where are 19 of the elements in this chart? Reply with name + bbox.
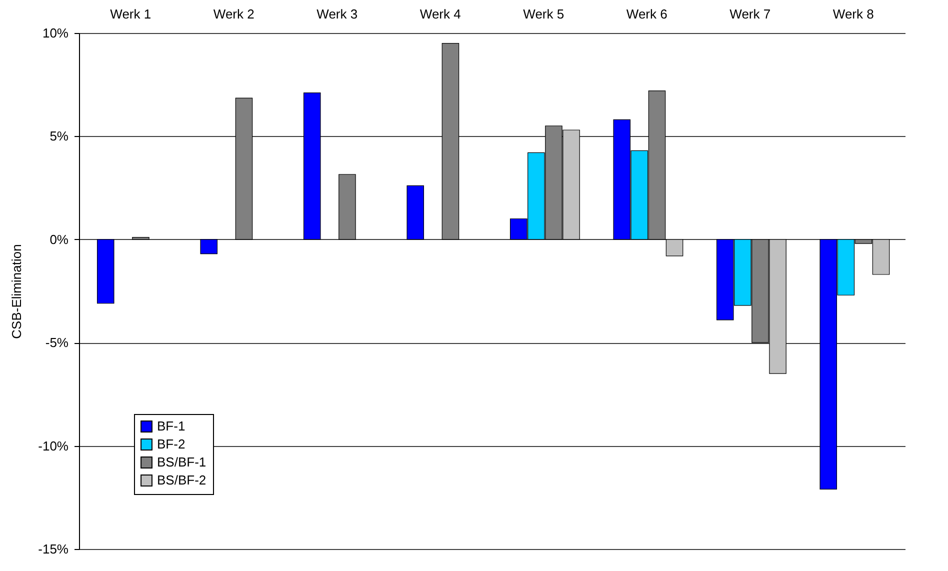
legend-label: BF-1 <box>157 418 186 434</box>
x-tick-label: Werk 3 <box>316 6 358 22</box>
legend-label: BF-2 <box>157 436 186 452</box>
x-tick-label: Werk 6 <box>626 6 668 22</box>
y-tick-label: -5% <box>45 335 69 350</box>
x-tick-label: Werk 5 <box>523 6 564 22</box>
x-tick-label: Werk 2 <box>213 6 254 22</box>
x-tick-label: Werk 7 <box>730 6 771 22</box>
y-tick-label: -15% <box>38 542 69 556</box>
legend-label: BS/BF-1 <box>157 454 206 470</box>
legend-label: BS/BF-2 <box>157 472 206 488</box>
y-tick-label: 5% <box>50 128 69 144</box>
y-tick-label: 10% <box>42 26 69 40</box>
y-tick-label: 0% <box>50 232 69 247</box>
y-tick-label: -10% <box>38 438 69 454</box>
y-axis-title: CSB-Elimination <box>9 244 24 339</box>
x-tick-label: Werk 1 <box>110 6 152 22</box>
x-tick-label: Werk 8 <box>832 6 874 22</box>
x-tick-label: Werk 4 <box>420 6 461 22</box>
